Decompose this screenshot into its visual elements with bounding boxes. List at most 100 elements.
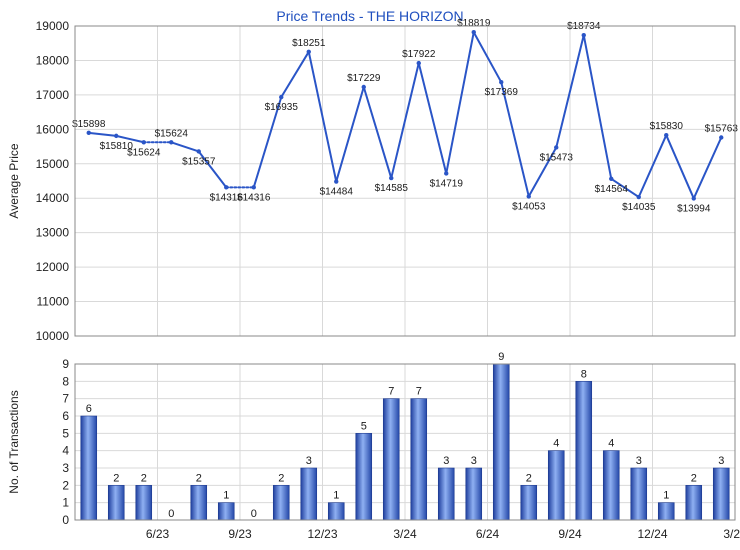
- price-data-label: $14053: [512, 201, 546, 212]
- price-data-label: $15763: [705, 123, 739, 134]
- volume-data-label: 2: [278, 472, 284, 484]
- volume-y-tick-label: 9: [62, 357, 69, 371]
- volume-data-label: 2: [113, 472, 119, 484]
- price-line-segment: [115, 134, 145, 144]
- volume-data-label: 1: [333, 490, 339, 502]
- volume-data-label: 2: [141, 472, 147, 484]
- price-data-label: $15830: [650, 121, 684, 132]
- price-point: [636, 194, 641, 200]
- volume-x-tick-label: 12/24: [637, 527, 667, 541]
- price-y-tick-label: 13000: [36, 226, 70, 240]
- price-line-segment: [390, 62, 420, 180]
- price-point: [691, 196, 696, 201]
- volume-bar: [300, 467, 318, 521]
- price-point: [554, 145, 559, 150]
- price-point: [664, 132, 669, 138]
- price-line-segment: [500, 81, 530, 198]
- volume-bar: [80, 415, 98, 521]
- chart-title: Price Trends - THE HORIZON: [276, 8, 463, 24]
- volume-bar: [602, 450, 620, 521]
- price-point: [141, 140, 146, 145]
- volume-y-ticks: 0 1 2 3 4 5 6 7 8 9: [62, 357, 69, 527]
- price-point: [471, 30, 476, 35]
- price-line-segment: [527, 146, 558, 198]
- volume-x-tick-label: 3/24: [393, 527, 417, 541]
- price-line-segment: [197, 150, 228, 189]
- price-panel: 10000 11000 12000 13000 14000 15000 16000 17000…: [7, 18, 738, 343]
- volume-y-tick-label: 4: [62, 444, 69, 458]
- volume-data-label: 2: [691, 472, 697, 484]
- price-point: [114, 133, 119, 139]
- volume-bar: [712, 467, 730, 521]
- price-data-label: $16935: [265, 102, 299, 113]
- price-point: [196, 149, 201, 154]
- volume-y-tick-label: 5: [62, 426, 69, 440]
- price-point: [499, 79, 504, 85]
- volume-y-tick-label: 3: [62, 461, 69, 475]
- price-data-label: $18734: [567, 21, 601, 32]
- price-point: [86, 130, 91, 136]
- price-y-tick-label: 12000: [36, 260, 70, 274]
- volume-bar: [657, 502, 675, 521]
- volume-data-label: 7: [416, 386, 422, 398]
- volume-y-tick-label: 7: [62, 392, 69, 406]
- price-data-label: $14719: [430, 178, 464, 189]
- price-data-label: $15810: [100, 141, 134, 152]
- price-data-label: $14484: [320, 187, 354, 198]
- price-plot-frame: [74, 25, 736, 337]
- price-data-label: $15624: [127, 147, 161, 158]
- price-data-label: $17369: [485, 87, 519, 98]
- price-line-segment: [307, 50, 338, 183]
- volume-x-tick-label: 9/23: [228, 527, 252, 541]
- volume-bar: [217, 502, 235, 521]
- volume-data-label: 2: [526, 472, 532, 484]
- volume-plot-frame: [74, 363, 736, 521]
- volume-x-tick-label: 3/25: [723, 527, 740, 541]
- volume-bar: [520, 485, 538, 521]
- volume-bar: [685, 485, 703, 521]
- volume-bar: [547, 450, 565, 521]
- volume-bar: [135, 485, 153, 521]
- price-point: [279, 94, 284, 100]
- price-line-segment: [362, 86, 393, 180]
- volume-y-tick-label: 6: [62, 409, 69, 423]
- price-line-segment: [417, 62, 448, 175]
- volume-y-tick-label: 0: [62, 513, 69, 527]
- volume-data-label: 0: [251, 508, 257, 520]
- price-point: [609, 176, 614, 181]
- price-data-label: $18251: [292, 38, 326, 49]
- price-data-label: $14585: [375, 183, 409, 194]
- price-data-label: $15624: [155, 128, 189, 139]
- volume-data-label: 3: [443, 455, 449, 467]
- volume-bar: [492, 363, 510, 521]
- price-y-tick-label: 18000: [36, 53, 70, 67]
- price-point: [581, 32, 586, 38]
- volume-data-label: 3: [306, 455, 312, 467]
- volume-y-axis-title: No. of Transactions: [7, 390, 21, 493]
- price-data-label: $15473: [540, 152, 574, 163]
- price-point: [361, 84, 366, 90]
- price-point: [719, 135, 724, 140]
- volume-data-label: 4: [608, 438, 614, 450]
- price-data-label: $14316: [237, 192, 271, 203]
- price-data-label: $17922: [402, 49, 436, 60]
- price-line-segment: [170, 141, 200, 153]
- price-y-tick-label: 10000: [36, 329, 70, 343]
- price-line-segment: [335, 86, 365, 183]
- volume-data-label: 4: [553, 438, 559, 450]
- volume-data-label: 1: [223, 490, 229, 502]
- price-line-segment: [252, 96, 283, 189]
- price-data-label: $17229: [347, 73, 381, 84]
- volume-bars: [80, 363, 730, 521]
- volume-x-tick-label: 6/24: [476, 527, 500, 541]
- price-data-label: $14035: [622, 202, 656, 213]
- price-point: [416, 60, 421, 66]
- price-line-segment: [637, 134, 668, 199]
- volume-x-tick-label: 12/23: [307, 527, 337, 541]
- volume-bar: [327, 502, 345, 521]
- volume-data-label: 6: [86, 403, 92, 415]
- price-point: [334, 179, 339, 184]
- price-data-label: $15898: [72, 119, 106, 130]
- volume-data-label: 2: [196, 472, 202, 484]
